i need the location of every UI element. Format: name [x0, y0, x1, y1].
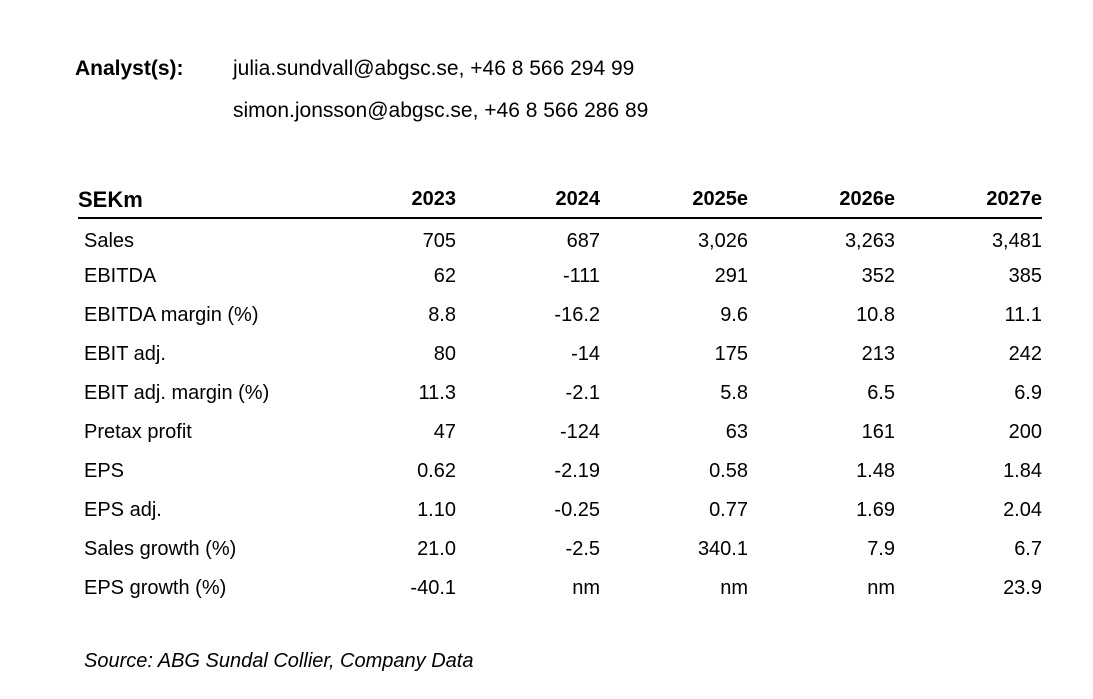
table-cell: -14 [571, 343, 600, 365]
column-header-year: 2027e [895, 182, 1042, 219]
table-cell: 213 [861, 343, 895, 365]
row-label: Sales growth (%) [84, 538, 237, 560]
table-row: EBITDA 62 -111 291 352 385 [78, 257, 1042, 296]
table-cell: 3,026 [697, 230, 748, 252]
table-cell: -124 [559, 421, 600, 443]
row-label: EPS [84, 460, 125, 482]
row-label: EBIT adj. margin (%) [84, 382, 270, 404]
table-cell: 7.9 [867, 538, 895, 560]
table-cell: 1.84 [1003, 460, 1042, 482]
table-cell: 21.0 [417, 538, 456, 560]
row-label: EBITDA [84, 265, 157, 287]
table-cell: 8.8 [428, 304, 456, 326]
analyst-contact: simon.jonsson@abgsc.se, +46 8 566 286 89 [233, 99, 649, 122]
table-cell: 0.62 [417, 460, 456, 482]
table-cell: 1.69 [856, 499, 895, 521]
table-cell: -16.2 [554, 304, 600, 326]
table-cell: 0.58 [709, 460, 748, 482]
table-cell: 23.9 [1003, 577, 1042, 599]
table-cell: 1.10 [417, 499, 456, 521]
row-label: Sales [84, 230, 135, 252]
table-cell: 175 [714, 343, 748, 365]
table-cell: nm [867, 577, 895, 599]
table-cell: -2.1 [565, 382, 600, 404]
table-cell: 705 [422, 230, 456, 252]
table-cell: 63 [725, 421, 748, 443]
table-cell: -40.1 [410, 577, 456, 599]
table-cell: 200 [1008, 421, 1042, 443]
row-label: EPS adj. [84, 499, 162, 521]
table-cell: 80 [433, 343, 456, 365]
table-cell: 11.1 [1004, 304, 1042, 326]
table-cell: 6.7 [1014, 538, 1042, 560]
table-cell: 2.04 [1003, 499, 1042, 521]
table-row: EPS growth (%) -40.1 nm nm nm 23.9 [78, 569, 1042, 608]
analyst-block: Analyst(s): julia.sundvall@abgsc.se, +46… [75, 48, 648, 132]
table-cell: 47 [433, 421, 456, 443]
table-cell: 6.5 [867, 382, 895, 404]
column-header-year: 2025e [600, 182, 748, 219]
row-label: EBIT adj. [84, 343, 166, 365]
table-cell: 161 [861, 421, 895, 443]
table-cell: 3,481 [991, 230, 1042, 252]
analysts-label: Analyst(s): [75, 57, 184, 80]
table-cell: 62 [433, 265, 456, 287]
table-cell: 242 [1008, 343, 1042, 365]
table-cell: 385 [1008, 265, 1042, 287]
row-label: Pretax profit [84, 421, 192, 443]
table-cell: 687 [566, 230, 600, 252]
table-cell: 1.48 [856, 460, 895, 482]
unit-header: SEKm [78, 182, 308, 219]
table-header-row: SEKm 2023 2024 2025e 2026e 2027e [78, 182, 1042, 219]
table-cell: -2.19 [554, 460, 600, 482]
analyst-contact-list: julia.sundvall@abgsc.se, +46 8 566 294 9… [233, 48, 648, 132]
table-cell: 291 [714, 265, 748, 287]
table-cell: 10.8 [856, 304, 895, 326]
table-row: EPS 0.62 -2.19 0.58 1.48 1.84 [78, 452, 1042, 491]
table-cell: 3,263 [844, 230, 895, 252]
column-header-year: 2026e [748, 182, 895, 219]
table-body: Sales 705 687 3,026 3,263 3,481 EBITDA 62 -111 29… [78, 218, 1042, 608]
table-cell: 11.3 [418, 382, 456, 404]
table-row: Pretax profit 47 -124 63 161 200 [78, 413, 1042, 452]
table-cell: 0.77 [709, 499, 748, 521]
analyst-contact: julia.sundvall@abgsc.se, +46 8 566 294 9… [233, 57, 635, 80]
table-cell: nm [572, 577, 600, 599]
row-label: EPS growth (%) [84, 577, 227, 599]
table-cell: 352 [861, 265, 895, 287]
table-cell: 9.6 [720, 304, 748, 326]
table-row: EPS adj. 1.10 -0.25 0.77 1.69 2.04 [78, 491, 1042, 530]
column-header-year: 2024 [456, 182, 600, 219]
table-cell: 5.8 [720, 382, 748, 404]
table-row: EBITDA margin (%) 8.8 -16.2 9.6 10.8 11.1 [78, 296, 1042, 335]
column-header-year: 2023 [308, 182, 456, 219]
table-cell: 340.1 [697, 538, 748, 560]
table-cell: nm [720, 577, 748, 599]
row-label: EBITDA margin (%) [84, 304, 259, 326]
table-cell: -111 [562, 265, 600, 287]
table-row: EBIT adj. 80 -14 175 213 242 [78, 335, 1042, 374]
financial-estimates-table: SEKm 2023 2024 2025e 2026e 2027e Sales 70… [78, 182, 1042, 608]
table-cell: -2.5 [565, 538, 600, 560]
table-cell: -0.25 [554, 499, 600, 521]
table-row: Sales 705 687 3,026 3,263 3,481 [78, 218, 1042, 257]
table-row: Sales growth (%) 21.0 -2.5 340.1 7.9 6.7 [78, 530, 1042, 569]
table-row: EBIT adj. margin (%) 11.3 -2.1 5.8 6.5 6.9 [78, 374, 1042, 413]
table-cell: 6.9 [1014, 382, 1042, 404]
source-note: Source: ABG Sundal Collier, Company Data [84, 650, 474, 672]
